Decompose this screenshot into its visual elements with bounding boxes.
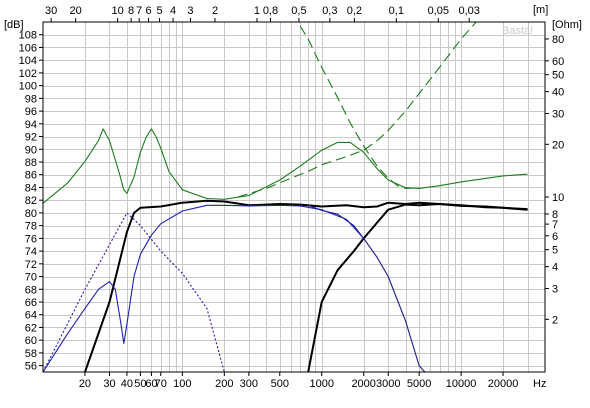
top-tick-label: 0,8 [263,5,278,17]
left-tick-label: 76 [25,233,37,245]
right-tick-label: 6 [552,231,558,243]
left-tick-label: 78 [25,221,37,233]
left-tick-label: 68 [25,284,37,296]
bottom-tick-label: 100 [173,378,191,390]
top-tick-label: 20 [70,5,82,17]
series-line-7 [237,22,477,198]
top-tick-label: 2 [212,5,218,17]
top-tick-label: 0,05 [428,5,449,17]
left-tick-label: 60 [25,335,37,347]
left-tick-label: 58 [25,348,37,360]
left-tick-label: 62 [25,322,37,334]
right-tick-label: 2 [552,314,558,326]
series-line-5 [43,212,225,372]
left-tick-label: 66 [25,297,37,309]
top-tick-label: 3 [187,5,193,17]
top-tick-label: 5 [156,5,162,17]
bottom-tick-label: 5000 [407,378,431,390]
bottom-tick-label: 300 [240,378,258,390]
x-axis-unit: Hz [533,378,546,390]
left-tick-label: 106 [19,42,37,54]
bottom-tick-label: 20000 [488,378,519,390]
series-line-6 [43,128,528,204]
left-tick-label: 74 [25,246,37,258]
left-tick-label: 104 [19,55,37,67]
top-tick-label: 6 [145,5,151,17]
left-tick-label: 86 [25,170,37,182]
left-tick-label: 80 [25,208,37,220]
left-tick-label: 102 [19,68,37,80]
right-tick-label: 10 [552,192,564,204]
left-tick-label: 92 [25,132,37,144]
top-tick-label: 7 [136,5,142,17]
bottom-tick-label: 20 [79,378,91,390]
left-axis-ticks: 5658606264666870727476788082848688909294… [19,30,43,373]
left-tick-label: 84 [25,182,37,194]
right-tick-label: 50 [552,70,564,82]
left-tick-label: 98 [25,93,37,105]
bottom-tick-label: 50 [134,378,146,390]
left-tick-label: 94 [25,119,37,131]
grid [43,22,545,372]
left-tick-label: 64 [25,310,37,322]
top-tick-label: 0,2 [347,5,362,17]
top-tick-label: 4 [170,5,176,17]
watermark: Basta! [502,25,533,37]
right-tick-label: 4 [552,262,558,274]
right-tick-label: 40 [552,87,564,99]
left-tick-label: 72 [25,259,37,271]
top-tick-label: 10 [111,5,123,17]
series-line-8 [299,25,420,189]
top-tick-label: 8 [128,5,134,17]
top-axis-unit: [m] [533,4,548,16]
right-tick-label: 3 [552,284,558,296]
left-tick-label: 70 [25,272,37,284]
top-tick-label: 0,03 [458,5,479,17]
left-tick-label: 108 [19,30,37,42]
top-tick-label: 0,1 [389,5,404,17]
bottom-tick-label: 200 [215,378,233,390]
left-tick-label: 90 [25,144,37,156]
bottom-tick-label: 3000 [376,378,400,390]
right-axis-unit: [Ohm] [552,19,582,31]
bottom-tick-label: 10000 [446,378,477,390]
bottom-tick-label: 40 [121,378,133,390]
top-tick-label: 30 [45,5,57,17]
right-tick-label: 30 [552,109,564,121]
series-line-4 [43,204,365,372]
left-tick-label: 82 [25,195,37,207]
top-tick-label: 0,5 [291,5,306,17]
right-tick-label: 8 [552,209,558,221]
bottom-tick-label: 1000 [309,378,333,390]
right-tick-label: 80 [552,34,564,46]
right-axis-ticks: 2 3 4 5 678 10 20 30 40 50 60 80 [545,34,564,326]
right-tick-label: 60 [552,56,564,68]
series-layer [43,22,528,372]
bottom-tick-label: 30 [103,378,115,390]
bottom-tick-label: 60 [145,378,157,390]
right-tick-label: 7 [552,219,558,231]
left-tick-label: 100 [19,81,37,93]
left-tick-label: 96 [25,106,37,118]
bottom-tick-label: 2000 [351,378,375,390]
top-tick-label: 1 [254,5,260,17]
left-tick-label: 56 [25,361,37,373]
right-tick-label: 20 [552,139,564,151]
plot-background [43,22,545,372]
bottom-tick-label: 70 [155,378,167,390]
top-tick-label: 0,3 [322,5,337,17]
series-line-2 [307,203,528,372]
left-tick-label: 88 [25,157,37,169]
top-axis-ticks: 30 20 10 8 7 6 5 4 3 2 1 0,8 0,5 0,3 0,2 0,1 0,05 0,03 [45,5,480,22]
left-axis-unit: [dB] [4,19,24,31]
right-tick-label: 5 [552,245,558,257]
bottom-tick-label: 500 [271,378,289,390]
